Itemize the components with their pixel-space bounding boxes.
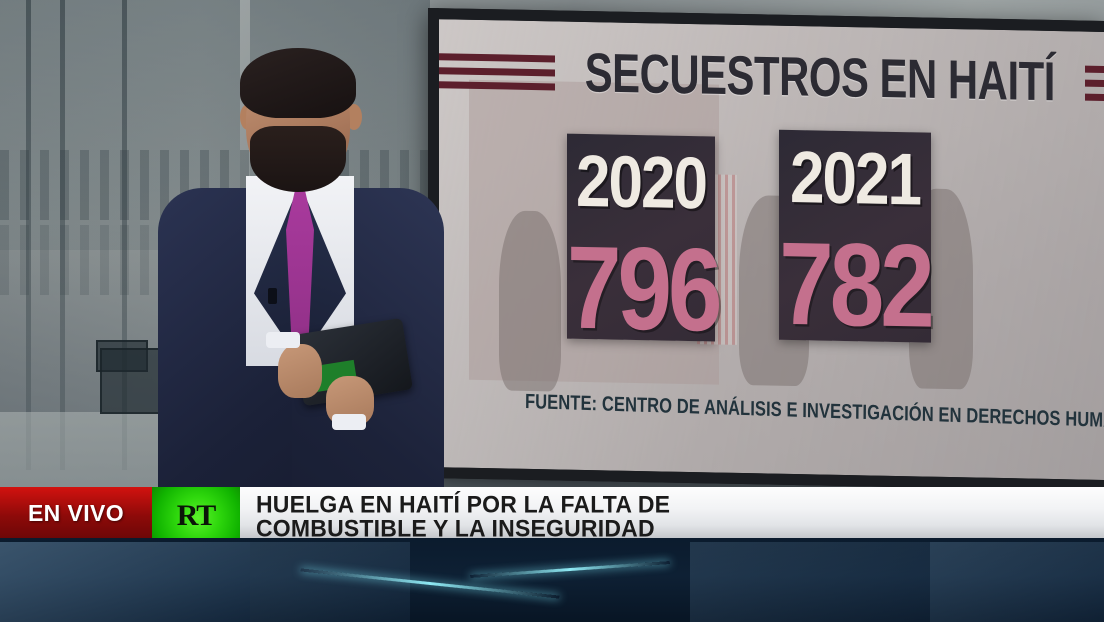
studio-floor	[0, 538, 1104, 622]
backdrop-pole	[26, 0, 31, 470]
live-badge: EN VIVO	[0, 487, 152, 540]
lapel-microphone	[268, 288, 277, 304]
shirt-cuff	[332, 414, 366, 430]
floor-panel	[690, 542, 930, 622]
live-badge-label: EN VIVO	[27, 500, 125, 526]
floor-panel	[250, 542, 410, 622]
floor-neon-accent	[470, 561, 670, 578]
screen-bezel	[428, 8, 1104, 491]
ear-right	[346, 104, 362, 130]
anchor-hair	[240, 48, 356, 118]
backdrop-street-sign	[100, 348, 160, 414]
headline-line-1: HUELGA EN HAITÍ POR LA FALTA DE	[256, 490, 671, 518]
studio-wall-screen: SECUESTROS EN HAITÍ 2020 796 2021 782 FU…	[428, 8, 1104, 491]
backdrop-pole	[122, 0, 127, 470]
headline-line-2: COMBUSTIBLE Y LA INSEGURIDAD	[256, 514, 655, 542]
network-logo-text: RT	[176, 499, 217, 532]
shirt-cuff	[266, 332, 300, 348]
anchor-hand	[278, 344, 322, 398]
backdrop-pole	[60, 0, 65, 470]
floor-panel	[930, 542, 1104, 622]
anchor-beard	[250, 126, 346, 192]
news-anchor	[150, 38, 450, 580]
network-logo[interactable]: RT	[152, 487, 240, 540]
floor-panel	[0, 542, 250, 622]
headline-banner: HUELGA EN HAITÍ POR LA FALTA DE COMBUSTI…	[240, 487, 1104, 542]
